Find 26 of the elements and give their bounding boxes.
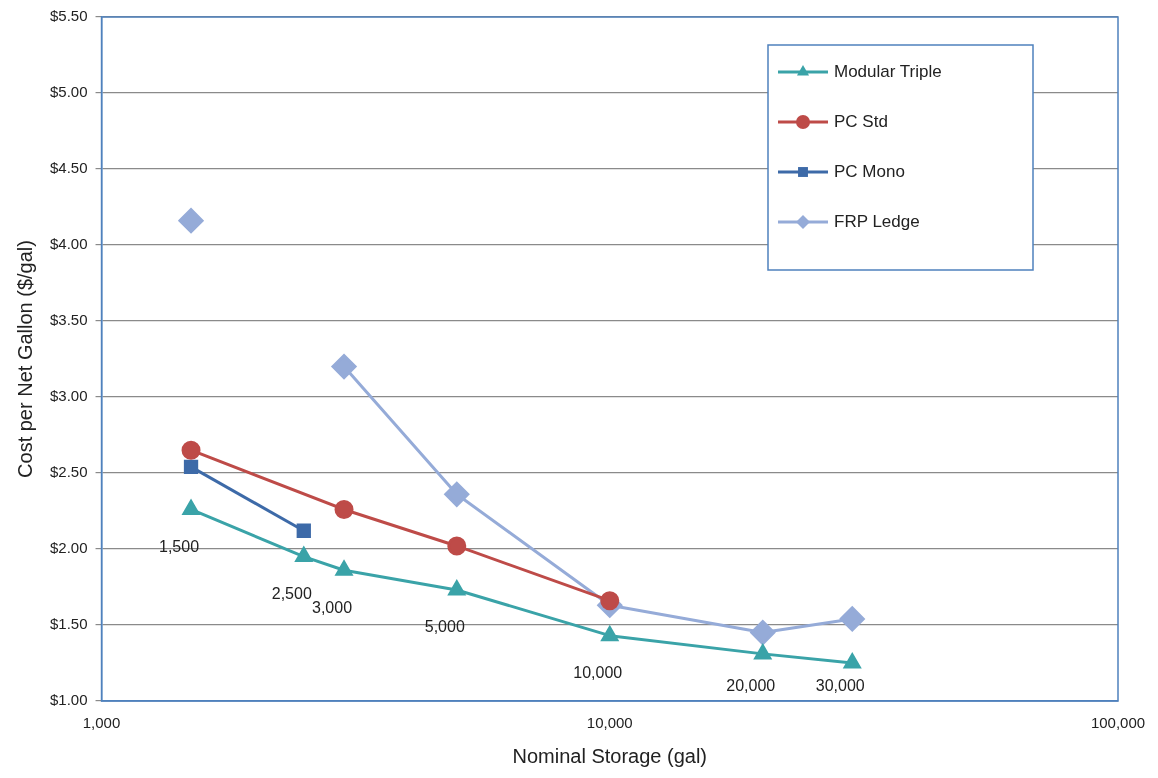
y-tick-label: $1.00 bbox=[49, 691, 88, 709]
y-tick-label: $2.50 bbox=[49, 463, 88, 481]
legend-label: FRP Ledge bbox=[834, 211, 920, 231]
annotation: 10,000 bbox=[573, 664, 623, 682]
annotation: 20,000 bbox=[726, 677, 776, 695]
y-tick-label: $5.50 bbox=[49, 7, 88, 25]
y-tick-label: $3.00 bbox=[49, 387, 88, 405]
y-tick-label: $4.00 bbox=[49, 235, 88, 253]
y-tick-label: $2.00 bbox=[49, 539, 88, 557]
y-tick-label: $4.50 bbox=[49, 159, 88, 177]
legend-label: PC Mono bbox=[834, 161, 905, 181]
y-axis-title: Cost per Net Gallon ($/gal) bbox=[13, 240, 36, 478]
annotation: 2,500 bbox=[271, 585, 312, 603]
x-tick-label: 1,000 bbox=[82, 714, 121, 732]
legend-label: PC Std bbox=[834, 111, 888, 131]
x-axis-title: Nominal Storage (gal) bbox=[512, 744, 708, 767]
x-tick-label: 100,000 bbox=[1090, 714, 1146, 732]
legend-label: Modular Triple bbox=[834, 61, 942, 81]
annotation: 1,500 bbox=[159, 537, 200, 555]
y-tick-label: $1.50 bbox=[49, 615, 88, 633]
y-tick-label: $5.00 bbox=[49, 83, 88, 101]
annotation: 30,000 bbox=[815, 677, 865, 695]
annotation: 3,000 bbox=[312, 598, 353, 616]
annotation: 5,000 bbox=[424, 618, 465, 636]
y-tick-label: $3.50 bbox=[49, 311, 88, 329]
x-tick-label: 10,000 bbox=[586, 714, 633, 732]
